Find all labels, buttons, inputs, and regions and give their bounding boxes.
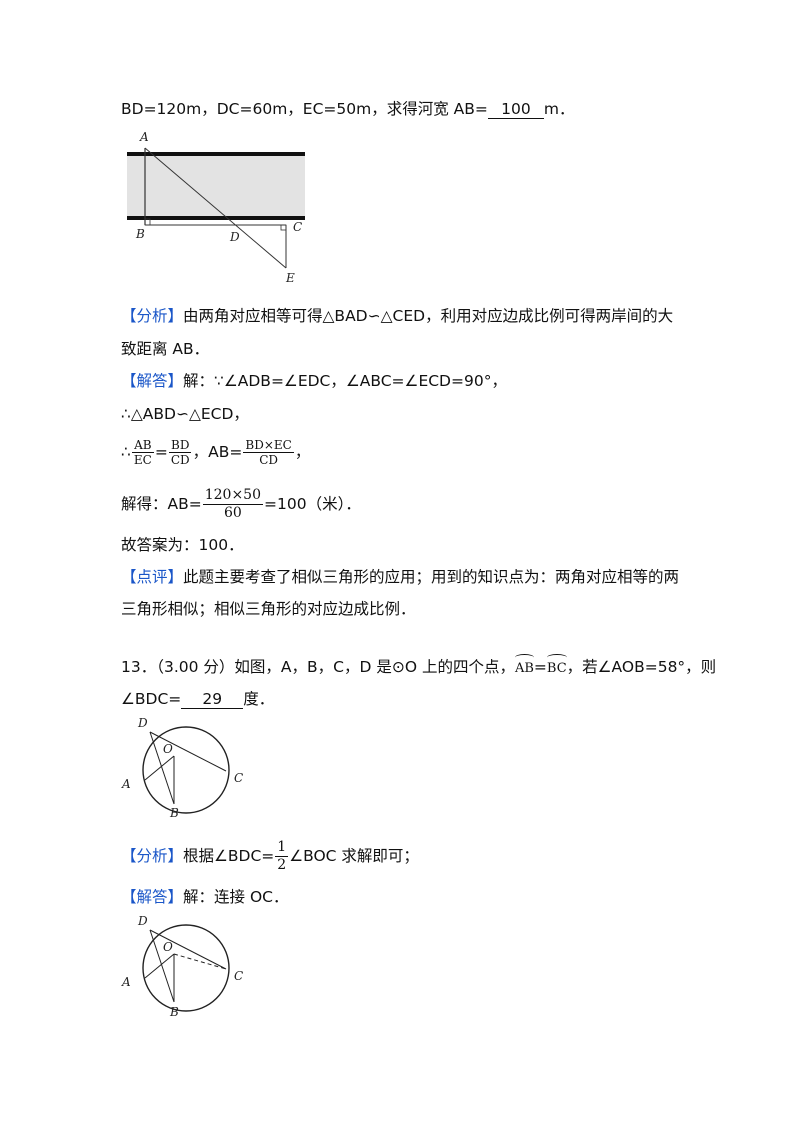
- label-c: C: [234, 771, 243, 785]
- label-d: D: [137, 914, 148, 928]
- label-d: D: [229, 230, 240, 244]
- segment-dc: [149, 929, 227, 970]
- review-1: 【点评】此题主要考查了相似三角形的应用；用到的知识点为：两角对应相等的两: [121, 568, 680, 586]
- segment-db: [149, 731, 175, 805]
- answer-line-1: BD=120m，DC=60m，EC=50m，求得河宽 AB= 100 m．: [121, 100, 575, 119]
- river-figure: A B C D E: [127, 130, 305, 285]
- label-b: B: [135, 227, 145, 241]
- segment-ae: [144, 147, 287, 269]
- label-a: A: [121, 975, 131, 989]
- review-1-cont: 三角形相似；相似三角形的对应边成比例．: [121, 600, 416, 618]
- question-13: 13．（3.00 分）如图，A，B，C，D 是⊙O 上的四个点，AB=BC，若∠…: [121, 654, 716, 680]
- river-band: [127, 155, 305, 217]
- label-c: C: [234, 969, 243, 983]
- label-b: B: [169, 806, 179, 820]
- answer-blank: 100: [487, 100, 544, 119]
- analysis-1-cont: 致距离 AB．: [121, 340, 210, 358]
- fraction-ab-ec: AB EC: [132, 438, 154, 467]
- segment-dc: [149, 731, 227, 772]
- label-c: C: [293, 220, 302, 234]
- question-13-answer: ∠BDC= 29 度．: [121, 690, 275, 709]
- solution-1-result: 解得：AB= 120×50 60 =100（米）．: [121, 487, 361, 521]
- label-a: A: [121, 777, 131, 791]
- solution-1-final: 故答案为：100．: [121, 536, 244, 554]
- label-o: O: [163, 742, 173, 756]
- segment-db: [149, 929, 175, 1003]
- arc-ab: AB: [514, 654, 534, 680]
- arc-bc: BC: [546, 654, 567, 680]
- label-o: O: [163, 940, 173, 954]
- segment-ao: [144, 953, 175, 979]
- circle-figure-oc: D O A B C: [121, 914, 243, 1019]
- label-a: A: [139, 130, 149, 144]
- answer-blank-13: 29: [181, 690, 244, 709]
- solution-1-step2: ∴△ABD∽△ECD，: [121, 405, 249, 423]
- solution-1: 【解答】解：∵∠ADB=∠EDC，∠ABC=∠ECD=90°，: [121, 372, 507, 390]
- circle-o: [142, 924, 230, 1012]
- fraction-bdec-cd: BD×EC CD: [243, 438, 294, 467]
- solution-2: 【解答】解：连接 OC．: [121, 888, 289, 906]
- analysis-1: 【分析】由两角对应相等可得△BAD∽△CED，利用对应边成比例可得两岸间的大: [121, 307, 674, 325]
- label-b: B: [169, 1005, 179, 1019]
- solution-1-ratio: ∴ AB EC = BD CD ，AB= BD×EC CD，: [121, 438, 311, 467]
- fraction-bd-cd: BD CD: [169, 438, 192, 467]
- right-angle-b: [144, 218, 151, 226]
- segment-oc-dashed: [173, 953, 227, 970]
- label-d: D: [137, 716, 148, 730]
- segment-ao: [144, 755, 175, 781]
- fraction-result: 120×50 60: [202, 487, 264, 521]
- circle-o: [142, 726, 230, 814]
- circle-figure: D O A B C: [121, 716, 243, 820]
- label-e: E: [285, 271, 295, 285]
- right-angle-c: [280, 224, 287, 231]
- analysis-2: 【分析】根据∠BDC= 1 2 ∠BOC 求解即可；: [121, 839, 419, 873]
